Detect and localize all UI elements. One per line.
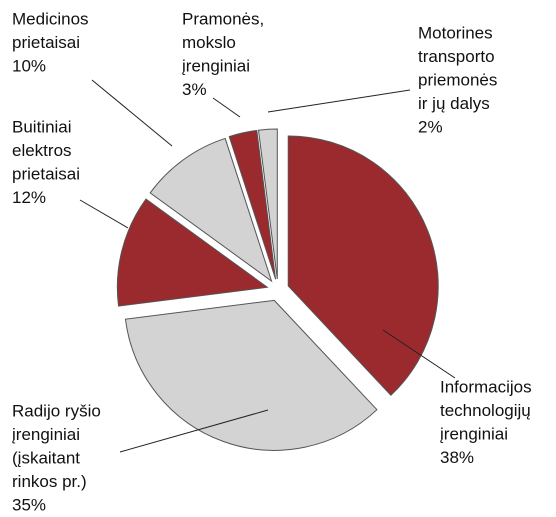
- slice-label: prietaisai: [12, 164, 80, 183]
- slice-label: įrenginiai: [182, 56, 250, 75]
- slice-label: įrenginiai: [440, 424, 508, 443]
- slice-label: įrenginiai: [12, 425, 80, 444]
- slice-label: priemonės: [418, 70, 497, 89]
- leader-line: [79, 199, 129, 229]
- slice-label: Radijo ryšio: [12, 401, 101, 420]
- leader-line: [382, 329, 456, 379]
- slice-label: ir jų dalys: [418, 94, 490, 113]
- slice-value-label: 35%: [12, 495, 46, 514]
- pie-slice: [124, 299, 378, 451]
- pie-slice: [149, 137, 273, 283]
- slice-label: transporto: [418, 47, 495, 66]
- leader-line: [91, 79, 173, 147]
- slice-label: Informacijos: [440, 377, 532, 396]
- pie-slice: [257, 128, 278, 280]
- slice-value-label: 2%: [418, 117, 443, 136]
- pie-slice: [228, 129, 277, 280]
- slice-value-label: 38%: [440, 448, 474, 467]
- slice-label: elektros: [12, 141, 72, 160]
- slice-label: technologijų: [440, 401, 531, 420]
- slice-label: Medicinos: [12, 9, 89, 28]
- slice-label: prietaisai: [12, 33, 80, 52]
- leader-line: [267, 89, 411, 113]
- pie-slice: [116, 198, 269, 307]
- leader-line: [212, 97, 241, 118]
- slice-label: mokslo: [182, 33, 236, 52]
- slice-value-label: 10%: [12, 56, 46, 75]
- slice-label: (įskaitant: [12, 448, 80, 467]
- leader-line: [119, 409, 269, 453]
- slice-value-label: 3%: [182, 80, 207, 99]
- slice-label: Motorines: [418, 23, 493, 42]
- slice-value-label: 12%: [12, 188, 46, 207]
- pie-slice: [287, 135, 439, 397]
- slice-label: rinkos pr.): [12, 472, 87, 491]
- slice-label: Pramonės,: [182, 9, 264, 28]
- slice-label: Buitiniai: [12, 117, 72, 136]
